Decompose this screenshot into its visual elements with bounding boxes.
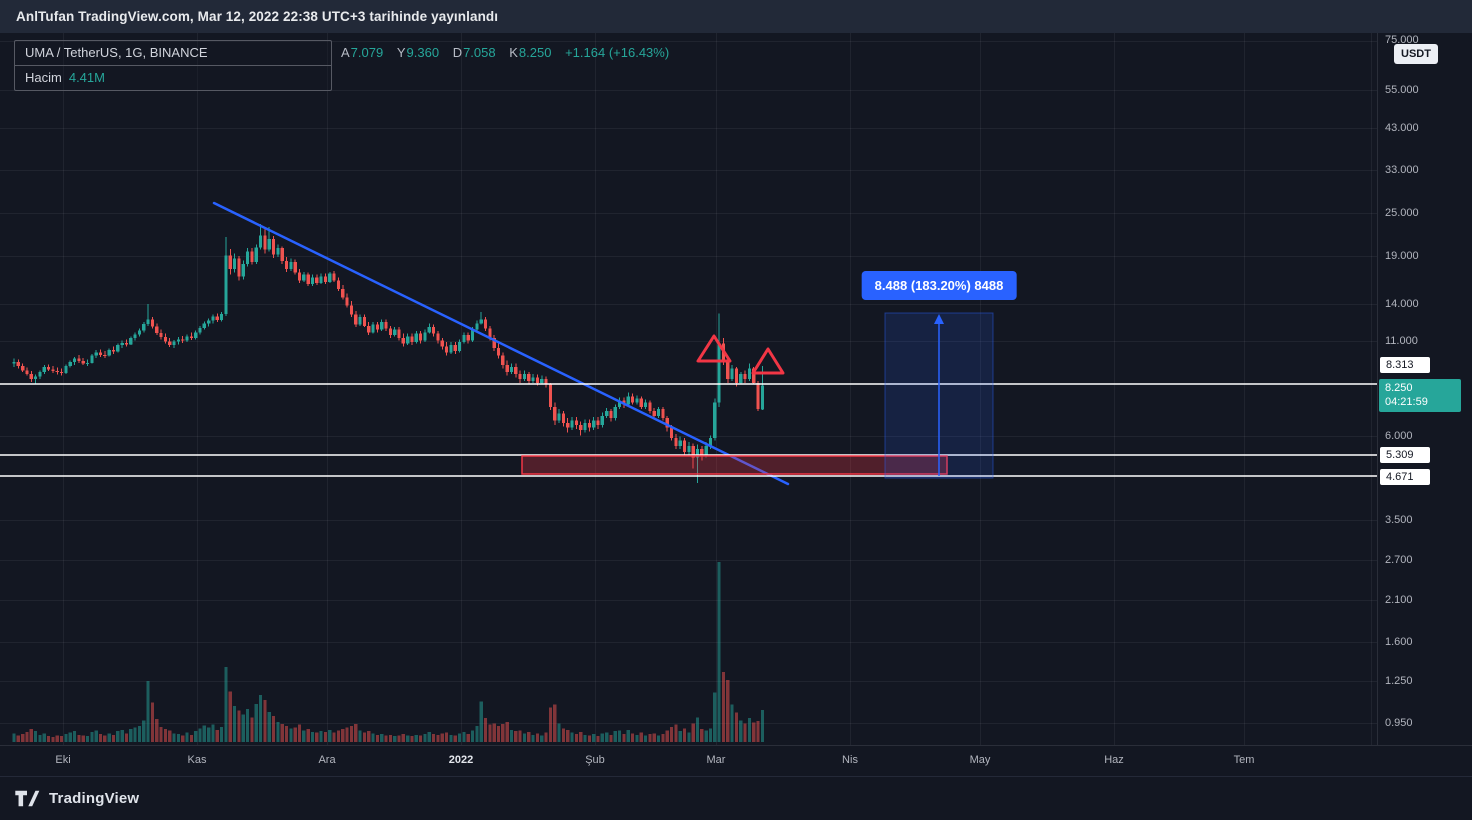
price-tick: 14.000 xyxy=(1385,298,1419,310)
price-tick: 6.000 xyxy=(1385,430,1413,442)
time-axis[interactable]: Eki Kas Ara 2022 Şub Mar Nis May Haz Tem xyxy=(0,745,1472,776)
price-tick: 33.000 xyxy=(1385,164,1419,176)
symbol-title[interactable]: UMA / TetherUS, 1G, BINANCE xyxy=(25,45,208,60)
high-label: Y xyxy=(396,45,406,60)
time-tick: Tem xyxy=(1233,754,1255,766)
projection-price-label[interactable]: 8.488 (183.20%) 8488 xyxy=(861,271,1017,300)
support-zone[interactable] xyxy=(521,455,948,475)
price-line-label: 5.309 xyxy=(1380,447,1430,463)
open-value: 7.079 xyxy=(350,45,384,60)
publication-header: AnlTufan TradingView.com, Mar 12, 2022 2… xyxy=(0,0,1472,33)
time-tick: Mar xyxy=(706,754,726,766)
triangle-marker[interactable] xyxy=(696,334,732,363)
low-label: D xyxy=(452,45,463,60)
price-tick: 1.250 xyxy=(1385,675,1413,687)
price-tick: 2.700 xyxy=(1385,554,1413,566)
price-line-label: 4.671 xyxy=(1380,469,1430,485)
currency-unit-button[interactable]: USDT xyxy=(1394,44,1438,64)
time-tick: Şub xyxy=(585,754,605,766)
volume-label: Hacim xyxy=(25,70,62,85)
price-tick: 75.000 xyxy=(1385,34,1419,46)
price-tick: 3.500 xyxy=(1385,514,1413,526)
price-tick: 0.950 xyxy=(1385,717,1413,729)
last-price-label[interactable]: 8.250 04:21:59 xyxy=(1379,379,1461,412)
bar-countdown: 04:21:59 xyxy=(1385,396,1428,408)
volume-series xyxy=(12,562,764,742)
price-tick: 25.000 xyxy=(1385,207,1419,219)
price-tick: 1.600 xyxy=(1385,636,1413,648)
low-value: 7.058 xyxy=(463,45,496,60)
volume-value: 4.41M xyxy=(68,70,105,85)
price-tick: 2.100 xyxy=(1385,594,1413,606)
grid-lines xyxy=(0,33,1377,745)
last-price-value: 8.250 xyxy=(1385,382,1413,394)
legend-symbol-row[interactable]: UMA / TetherUS, 1G, BINANCE xyxy=(15,41,331,65)
price-tick: 11.000 xyxy=(1385,335,1418,347)
legend-volume-row: Hacim 4.41M xyxy=(15,65,331,90)
time-tick: Kas xyxy=(187,754,207,766)
high-value: 9.360 xyxy=(406,45,440,60)
arrow-up-icon xyxy=(934,314,944,324)
change-value: +1.164 (+16.43%) xyxy=(565,45,670,60)
chart-legend: UMA / TetherUS, 1G, BINANCE Hacim 4.41M xyxy=(14,40,332,91)
tradingview-wordmark[interactable]: TradingView xyxy=(49,790,140,807)
publication-text: AnlTufan TradingView.com, Mar 12, 2022 2… xyxy=(16,9,499,24)
time-tick: Ara xyxy=(318,754,336,766)
time-tick: Nis xyxy=(842,754,858,766)
footer-bar: TradingView xyxy=(0,776,1472,820)
triangle-marker[interactable] xyxy=(751,347,785,375)
close-value: 8.250 xyxy=(518,45,552,60)
time-tick: Eki xyxy=(55,754,71,766)
close-label: K xyxy=(509,45,518,60)
open-label: A xyxy=(341,45,350,60)
time-tick: Haz xyxy=(1104,754,1124,766)
time-tick: 2022 xyxy=(448,754,474,766)
price-tick: 55.000 xyxy=(1385,84,1419,96)
candlestick-series xyxy=(12,224,764,484)
trendline[interactable] xyxy=(212,201,790,486)
ohlc-readout: A7.079 Y9.360 D7.058 K8.250 +1.164 (+16.… xyxy=(341,41,669,65)
tradingview-logo[interactable] xyxy=(14,789,40,808)
price-axis[interactable]: USDT 8.250 04:21:59 75.000 55.000 43.000 33… xyxy=(1377,0,1472,745)
price-tick: 19.000 xyxy=(1385,250,1419,262)
price-tick: 43.000 xyxy=(1385,122,1419,134)
time-tick: May xyxy=(969,754,991,766)
price-line-label: 8.313 xyxy=(1380,357,1430,373)
